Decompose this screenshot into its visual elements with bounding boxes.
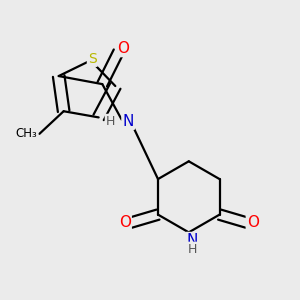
- Text: N: N: [186, 233, 198, 248]
- Text: N: N: [122, 114, 134, 129]
- Text: O: O: [247, 215, 259, 230]
- Text: H: H: [187, 243, 197, 256]
- Text: O: O: [119, 215, 131, 230]
- Text: H: H: [106, 115, 115, 128]
- Text: O: O: [117, 41, 129, 56]
- Text: CH₃: CH₃: [16, 127, 38, 140]
- Text: S: S: [88, 52, 97, 66]
